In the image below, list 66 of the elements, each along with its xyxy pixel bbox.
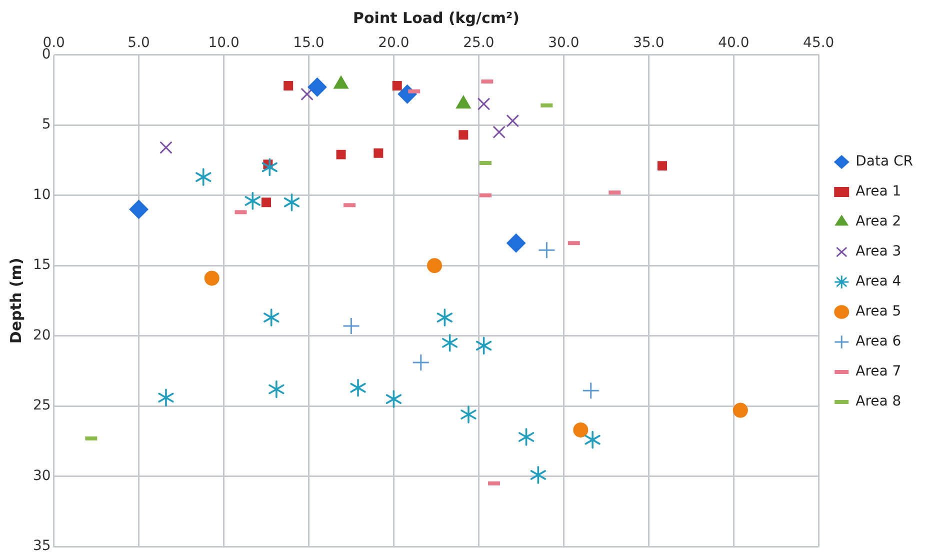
x-tick-label: 5.0: [128, 35, 150, 52]
point: [506, 234, 526, 253]
point: [492, 126, 506, 138]
point: [538, 241, 556, 259]
legend-label: Area 4: [856, 274, 902, 290]
legend-label: Area 6: [856, 334, 902, 350]
point: [458, 130, 468, 140]
point: [582, 382, 600, 400]
y-tick-label: 10: [32, 186, 51, 203]
x-axis-title: Point Load (kg/cm²): [352, 8, 520, 27]
point: [506, 114, 520, 128]
y-axis-title: Depth (m): [6, 258, 25, 344]
point: [284, 80, 294, 90]
x-tick-label: 40.0: [718, 35, 750, 52]
point: [412, 354, 430, 372]
point: [392, 80, 402, 90]
legend-label: Area 5: [856, 304, 902, 320]
point: [158, 388, 174, 407]
point: [476, 336, 492, 355]
point: [196, 168, 212, 186]
legend-label: Data CR: [856, 154, 914, 170]
point: [160, 141, 172, 154]
x-tick-label: 10.0: [208, 35, 240, 52]
x-tick-label: 35.0: [633, 35, 664, 52]
x-tick-label: 45.0: [803, 35, 834, 52]
point: [204, 270, 220, 286]
point: [374, 148, 384, 158]
y-tick-label: 5: [42, 116, 51, 133]
x-tick-label: 20.0: [378, 35, 410, 52]
point: [262, 158, 278, 176]
point: [342, 317, 360, 335]
y-tick-label: 30: [32, 468, 51, 484]
point: [129, 200, 148, 219]
point: [300, 88, 314, 101]
legend-label: Area 7: [856, 364, 902, 380]
point: [518, 428, 534, 446]
legend-label: Area 2: [856, 214, 902, 230]
point: [262, 198, 272, 208]
point: [386, 390, 402, 408]
x-tick-label: 25.0: [463, 35, 494, 52]
point: [584, 430, 600, 449]
y-tick-label: 25: [32, 398, 51, 414]
point: [308, 78, 327, 97]
point: [530, 466, 546, 484]
point: [244, 192, 260, 210]
point: [336, 150, 346, 160]
point: [427, 258, 442, 274]
x-tick-label: 30.0: [548, 35, 580, 52]
point: [284, 193, 300, 212]
point: [264, 308, 280, 326]
legend-label: Area 8: [856, 394, 902, 410]
point: [573, 422, 588, 438]
x-tick-label: 15.0: [293, 35, 324, 52]
point: [732, 402, 748, 418]
point: [268, 380, 284, 398]
point: [350, 378, 366, 397]
point: [436, 308, 453, 326]
y-tick-label: 35: [32, 538, 51, 554]
point: [460, 406, 476, 424]
point: [442, 334, 458, 352]
point: [477, 98, 490, 110]
y-tick-label: 20: [32, 327, 51, 344]
point: [658, 161, 667, 171]
legend-label: Area 1: [856, 184, 902, 200]
legend-label: Area 3: [856, 244, 902, 260]
y-tick-label: 15: [32, 257, 51, 274]
